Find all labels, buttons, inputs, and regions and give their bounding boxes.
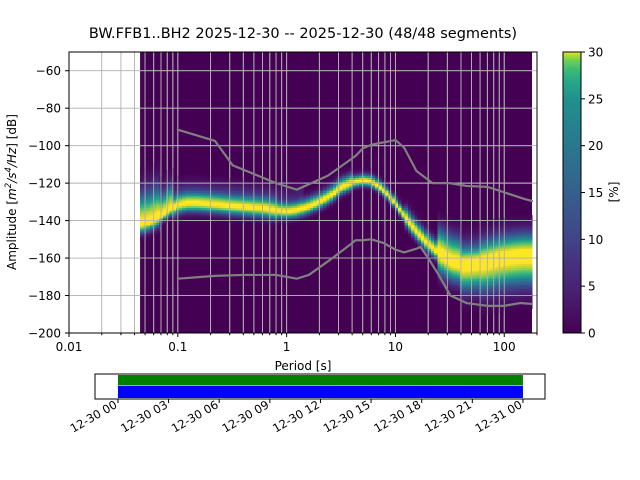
x-axis-label: Period [s] bbox=[275, 359, 332, 373]
colorbar: 0 5 10 15 20 25 30 [%] bbox=[562, 46, 621, 341]
x-axis-ticks: 0.01 0.1 1 10 100 bbox=[56, 333, 538, 354]
timeline-bars bbox=[117, 375, 523, 398]
colorbar-tick-label: 25 bbox=[588, 92, 603, 106]
y-tick-label: −60 bbox=[36, 64, 61, 78]
x-tick-label: 10 bbox=[388, 340, 403, 354]
axes-spine bbox=[68, 51, 538, 334]
y-tick-label: −120 bbox=[28, 177, 61, 191]
nhnm-curve bbox=[176, 128, 534, 203]
x-tick-label: 1 bbox=[283, 340, 291, 354]
ppsd-histogram bbox=[140, 52, 533, 333]
y-tick-label: −100 bbox=[28, 139, 61, 153]
x-tick-label: 100 bbox=[493, 340, 516, 354]
y-tick-label: −160 bbox=[28, 252, 61, 266]
nlnm-curve bbox=[176, 238, 534, 307]
timeline-available-bar bbox=[117, 375, 523, 386]
y-tick-label: −200 bbox=[28, 327, 61, 341]
colorbar-tick-label: 0 bbox=[588, 327, 596, 341]
y-axis-label-group: Amplitude [m2/s4/Hz] [dB] bbox=[4, 114, 19, 270]
colorbar-tick-label: 5 bbox=[588, 280, 596, 294]
gridlines-topmost bbox=[140, 52, 533, 333]
main-axes: 0.01 0.1 1 10 100 −60 −80 −100 −120 −140 −160 −180… bbox=[28, 51, 538, 354]
colorbar-gradient bbox=[563, 52, 581, 333]
y-tick-label: −140 bbox=[28, 214, 61, 228]
y-axis-ticks: −60 −80 −100 −120 −140 −160 −180 −200 bbox=[28, 64, 69, 341]
colorbar-tick-label: 20 bbox=[588, 139, 603, 153]
colorbar-label-group: [%] bbox=[607, 182, 621, 203]
colorbar-label: [%] bbox=[607, 182, 621, 203]
page-title: BW.FFB1..BH2 2025-12-30 -- 2025-12-30 (4… bbox=[89, 26, 517, 42]
timeline-tick-marks bbox=[117, 399, 524, 403]
timeline-used-bar bbox=[117, 386, 523, 398]
x-tick-label: 0.01 bbox=[56, 340, 83, 354]
colorbar-ticks: 0 5 10 15 20 25 30 bbox=[581, 46, 603, 341]
colorbar-tick-label: 15 bbox=[588, 186, 603, 200]
y-axis-label: Amplitude [m2/s4/Hz] [dB] bbox=[4, 114, 19, 270]
colorbar-tick-label: 10 bbox=[588, 233, 603, 247]
y-tick-label: −80 bbox=[36, 102, 61, 116]
histogram-cells bbox=[140, 160, 533, 317]
x-tick-label: 0.1 bbox=[168, 340, 187, 354]
noise-model-curves bbox=[176, 128, 534, 307]
colorbar-tick-label: 30 bbox=[588, 46, 603, 60]
y-tick-label: −180 bbox=[28, 289, 61, 303]
